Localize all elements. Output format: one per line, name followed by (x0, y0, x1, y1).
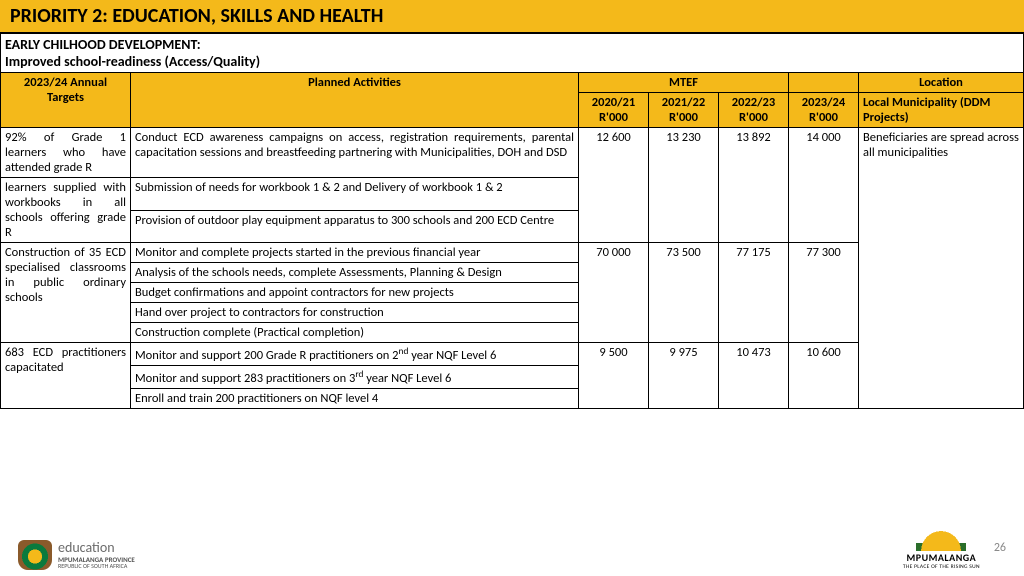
mtef-cell: 10 600 (789, 343, 859, 409)
activity-cell: Analysis of the schools needs, complete … (131, 263, 579, 283)
page-number: 26 (994, 541, 1006, 555)
mtef-cell: 70 000 (579, 243, 649, 343)
activity-cell: Monitor and support 283 practitioners on… (131, 366, 579, 389)
location-cell: Beneficiaries are spread across all muni… (859, 128, 1024, 409)
logo-education: education MPUMALANGA PROVINCE REPUBLIC O… (18, 540, 135, 570)
activity-cell: Conduct ECD awareness campaigns on acces… (131, 128, 579, 178)
activity-cell: Provision of outdoor play equipment appa… (131, 210, 579, 243)
activity-cell: Submission of needs for workbook 1 & 2 a… (131, 178, 579, 211)
th-loc-sub: Local Municipality (DDM Projects) (859, 93, 1024, 128)
th-location: Location (859, 73, 1024, 93)
page-title: PRIORITY 2: EDUCATION, SKILLS AND HEALTH (10, 4, 1014, 28)
target-cell: 92% of Grade 1 learners who have attende… (1, 128, 131, 178)
logo-right: MPUMALANGA THE PLACE OF THE RISING SUN 2… (903, 525, 1006, 570)
mtef-cell: 73 500 (649, 243, 719, 343)
mtef-cell: 13 230 (649, 128, 719, 243)
mtef-cell: 9 500 (579, 343, 649, 409)
footer: education MPUMALANGA PROVINCE REPUBLIC O… (0, 525, 1024, 570)
target-cell: learners supplied with workbooks in all … (1, 178, 131, 243)
sun-icon (916, 525, 966, 551)
target-cell: Construction of 35 ECD specialised class… (1, 243, 131, 343)
th-targets: 2023/24 Annual Targets (1, 73, 131, 128)
mtef-cell: 13 892 (719, 128, 789, 243)
activity-cell: Budget confirmations and appoint contrac… (131, 283, 579, 303)
table-row: 92% of Grade 1 learners who have attende… (1, 128, 1024, 178)
activity-cell: Enroll and train 200 practitioners on NQ… (131, 389, 579, 409)
th-blank (789, 73, 859, 93)
mpum-sub: THE PLACE OF THE RISING SUN (903, 564, 980, 570)
th-activities: Planned Activities (131, 73, 579, 128)
activity-cell: Monitor and support 200 Grade R practiti… (131, 343, 579, 366)
education-text: education MPUMALANGA PROVINCE REPUBLIC O… (58, 541, 135, 569)
th-y4: 2023/24 R'000 (789, 93, 859, 128)
main-table: 2023/24 Annual Targets Planned Activitie… (0, 72, 1024, 409)
mtef-cell: 77 175 (719, 243, 789, 343)
title-bar: PRIORITY 2: EDUCATION, SKILLS AND HEALTH (0, 0, 1024, 34)
th-y3: 2022/23 R'000 (719, 93, 789, 128)
mtef-cell: 12 600 (579, 128, 649, 243)
mtef-cell: 10 473 (719, 343, 789, 409)
th-y2: 2021/22 R'000 (649, 93, 719, 128)
activity-cell: Hand over project to contractors for con… (131, 303, 579, 323)
target-cell: 683 ECD practitioners capacitated (1, 343, 131, 409)
sub-header: EARLY CHILHOOD DEVELOPMENT: Improved sch… (0, 34, 1024, 72)
table-body: 92% of Grade 1 learners who have attende… (1, 128, 1024, 409)
edu-word: education (58, 541, 135, 556)
mtef-cell: 9 975 (649, 343, 719, 409)
mtef-cell: 14 000 (789, 128, 859, 243)
mpum-text: MPUMALANGA (903, 551, 980, 564)
activity-cell: Monitor and complete projects started in… (131, 243, 579, 263)
activity-cell: Construction complete (Practical complet… (131, 323, 579, 343)
subheader-line1: EARLY CHILHOOD DEVELOPMENT: (5, 36, 1019, 53)
th-y1: 2020/21 R'000 (579, 93, 649, 128)
th-mtef: MTEF (579, 73, 789, 93)
subheader-line2: Improved school-readiness (Access/Qualit… (5, 53, 1019, 70)
crest-icon (18, 540, 52, 570)
mpumalanga-logo: MPUMALANGA THE PLACE OF THE RISING SUN (903, 525, 980, 570)
mtef-cell: 77 300 (789, 243, 859, 343)
edu-republic: REPUBLIC OF SOUTH AFRICA (58, 563, 135, 569)
header-row-1: 2023/24 Annual Targets Planned Activitie… (1, 73, 1024, 93)
